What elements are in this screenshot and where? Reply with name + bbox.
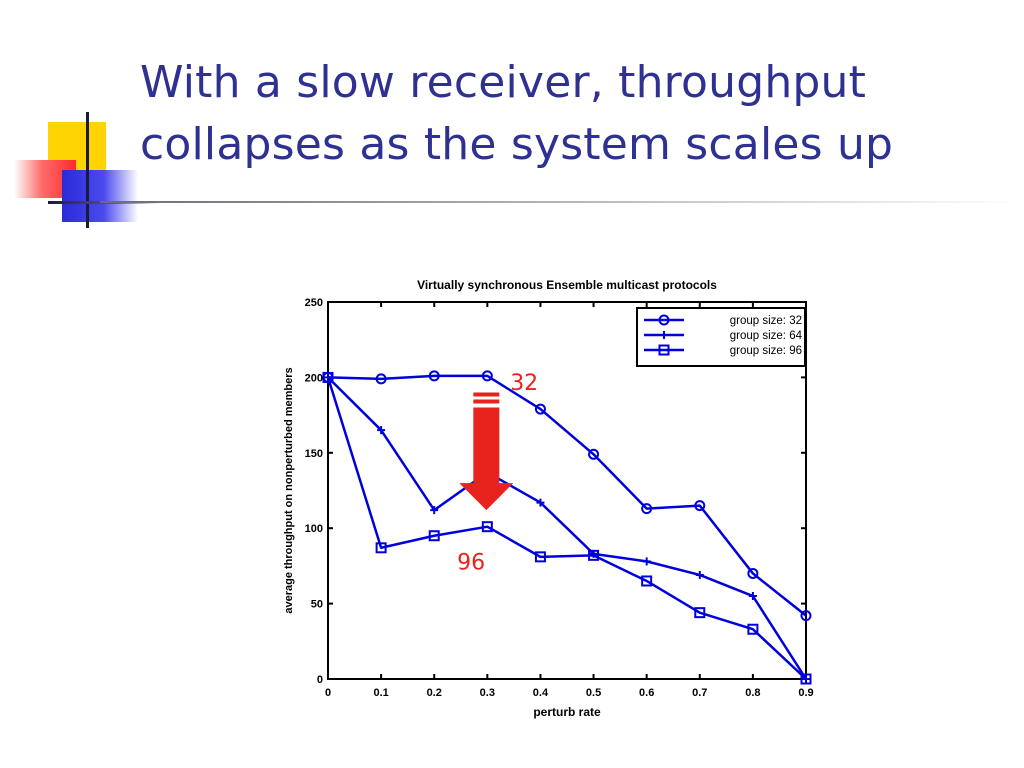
data-point bbox=[481, 521, 493, 533]
corner-decoration bbox=[14, 112, 160, 228]
data-point bbox=[375, 373, 387, 385]
x-tick-label: 0.9 bbox=[798, 687, 813, 699]
data-point bbox=[800, 610, 812, 622]
x-tick-label: 0.2 bbox=[427, 687, 442, 699]
series-line bbox=[326, 377, 807, 680]
data-point bbox=[747, 567, 759, 579]
y-tick-label: 100 bbox=[305, 523, 323, 535]
y-tick-label: 250 bbox=[305, 297, 323, 309]
arrow-stripe bbox=[473, 399, 500, 404]
x-tick-label: 0 bbox=[325, 687, 331, 699]
data-point bbox=[800, 673, 812, 685]
data-point bbox=[588, 549, 600, 561]
x-tick-label: 0.8 bbox=[745, 687, 760, 699]
arrow-stripe bbox=[473, 392, 500, 397]
series-line bbox=[327, 376, 808, 680]
series-line bbox=[327, 374, 807, 617]
chart-title: Virtually synchronous Ensemble multicast… bbox=[417, 278, 717, 292]
arrow-head bbox=[459, 483, 514, 511]
data-point bbox=[481, 370, 493, 382]
legend-marker bbox=[658, 314, 670, 326]
legend-label: group size: 32 bbox=[730, 315, 802, 327]
series-1 bbox=[322, 370, 812, 622]
legend-marker bbox=[658, 344, 670, 356]
data-point bbox=[375, 542, 387, 554]
arrow-shaft bbox=[473, 407, 500, 485]
legend-marker bbox=[660, 331, 668, 339]
y-axis-label: average throughput on nonperturbed membe… bbox=[283, 367, 295, 613]
legend-label: group size: 64 bbox=[730, 330, 803, 342]
data-point bbox=[694, 607, 706, 619]
data-point bbox=[428, 370, 440, 382]
data-point bbox=[428, 530, 440, 542]
y-tick-label: 50 bbox=[311, 599, 323, 611]
x-axis-label: perturb rate bbox=[533, 705, 601, 719]
y-tick-label: 200 bbox=[305, 372, 323, 384]
data-point bbox=[695, 570, 704, 579]
data-point bbox=[534, 551, 546, 563]
slide-title-line-2: collapses as the system scales up bbox=[140, 119, 894, 170]
series-2 bbox=[324, 373, 810, 683]
x-tick-label: 0.5 bbox=[586, 687, 601, 699]
data-point bbox=[536, 498, 545, 507]
data-point bbox=[641, 503, 653, 515]
y-tick-label: 0 bbox=[317, 674, 323, 686]
x-tick-label: 0.1 bbox=[373, 687, 388, 699]
data-point bbox=[588, 448, 600, 460]
vertical-rule bbox=[86, 112, 89, 228]
data-point bbox=[747, 623, 759, 635]
slide-title: With a slow receiver, throughput collaps… bbox=[140, 52, 1020, 176]
legend: group size: 32 group size: 64 group size: … bbox=[636, 307, 806, 367]
x-tick-label: 0.4 bbox=[533, 687, 549, 699]
title-underline bbox=[100, 201, 1024, 203]
data-point bbox=[694, 500, 706, 512]
data-point bbox=[641, 575, 653, 587]
red-arrow bbox=[459, 392, 514, 511]
data-point bbox=[642, 557, 651, 566]
data-point bbox=[322, 371, 334, 383]
x-tick-label: 0.6 bbox=[639, 687, 654, 699]
data-point bbox=[377, 426, 386, 435]
data-point bbox=[430, 506, 439, 515]
x-tick-label: 0.3 bbox=[480, 687, 495, 699]
data-point bbox=[748, 592, 757, 601]
series-3 bbox=[322, 371, 812, 685]
blue-square bbox=[62, 170, 138, 222]
slide-title-line-1: With a slow receiver, throughput bbox=[140, 57, 867, 108]
data-point bbox=[534, 403, 546, 415]
legend-label: group size: 96 bbox=[730, 345, 802, 357]
x-tick-label: 0.7 bbox=[692, 687, 707, 699]
y-tick-label: 150 bbox=[305, 448, 323, 460]
plot-frame bbox=[327, 301, 807, 680]
annotation-label: 96 bbox=[457, 550, 485, 575]
annotation-label: 32 bbox=[510, 371, 538, 396]
